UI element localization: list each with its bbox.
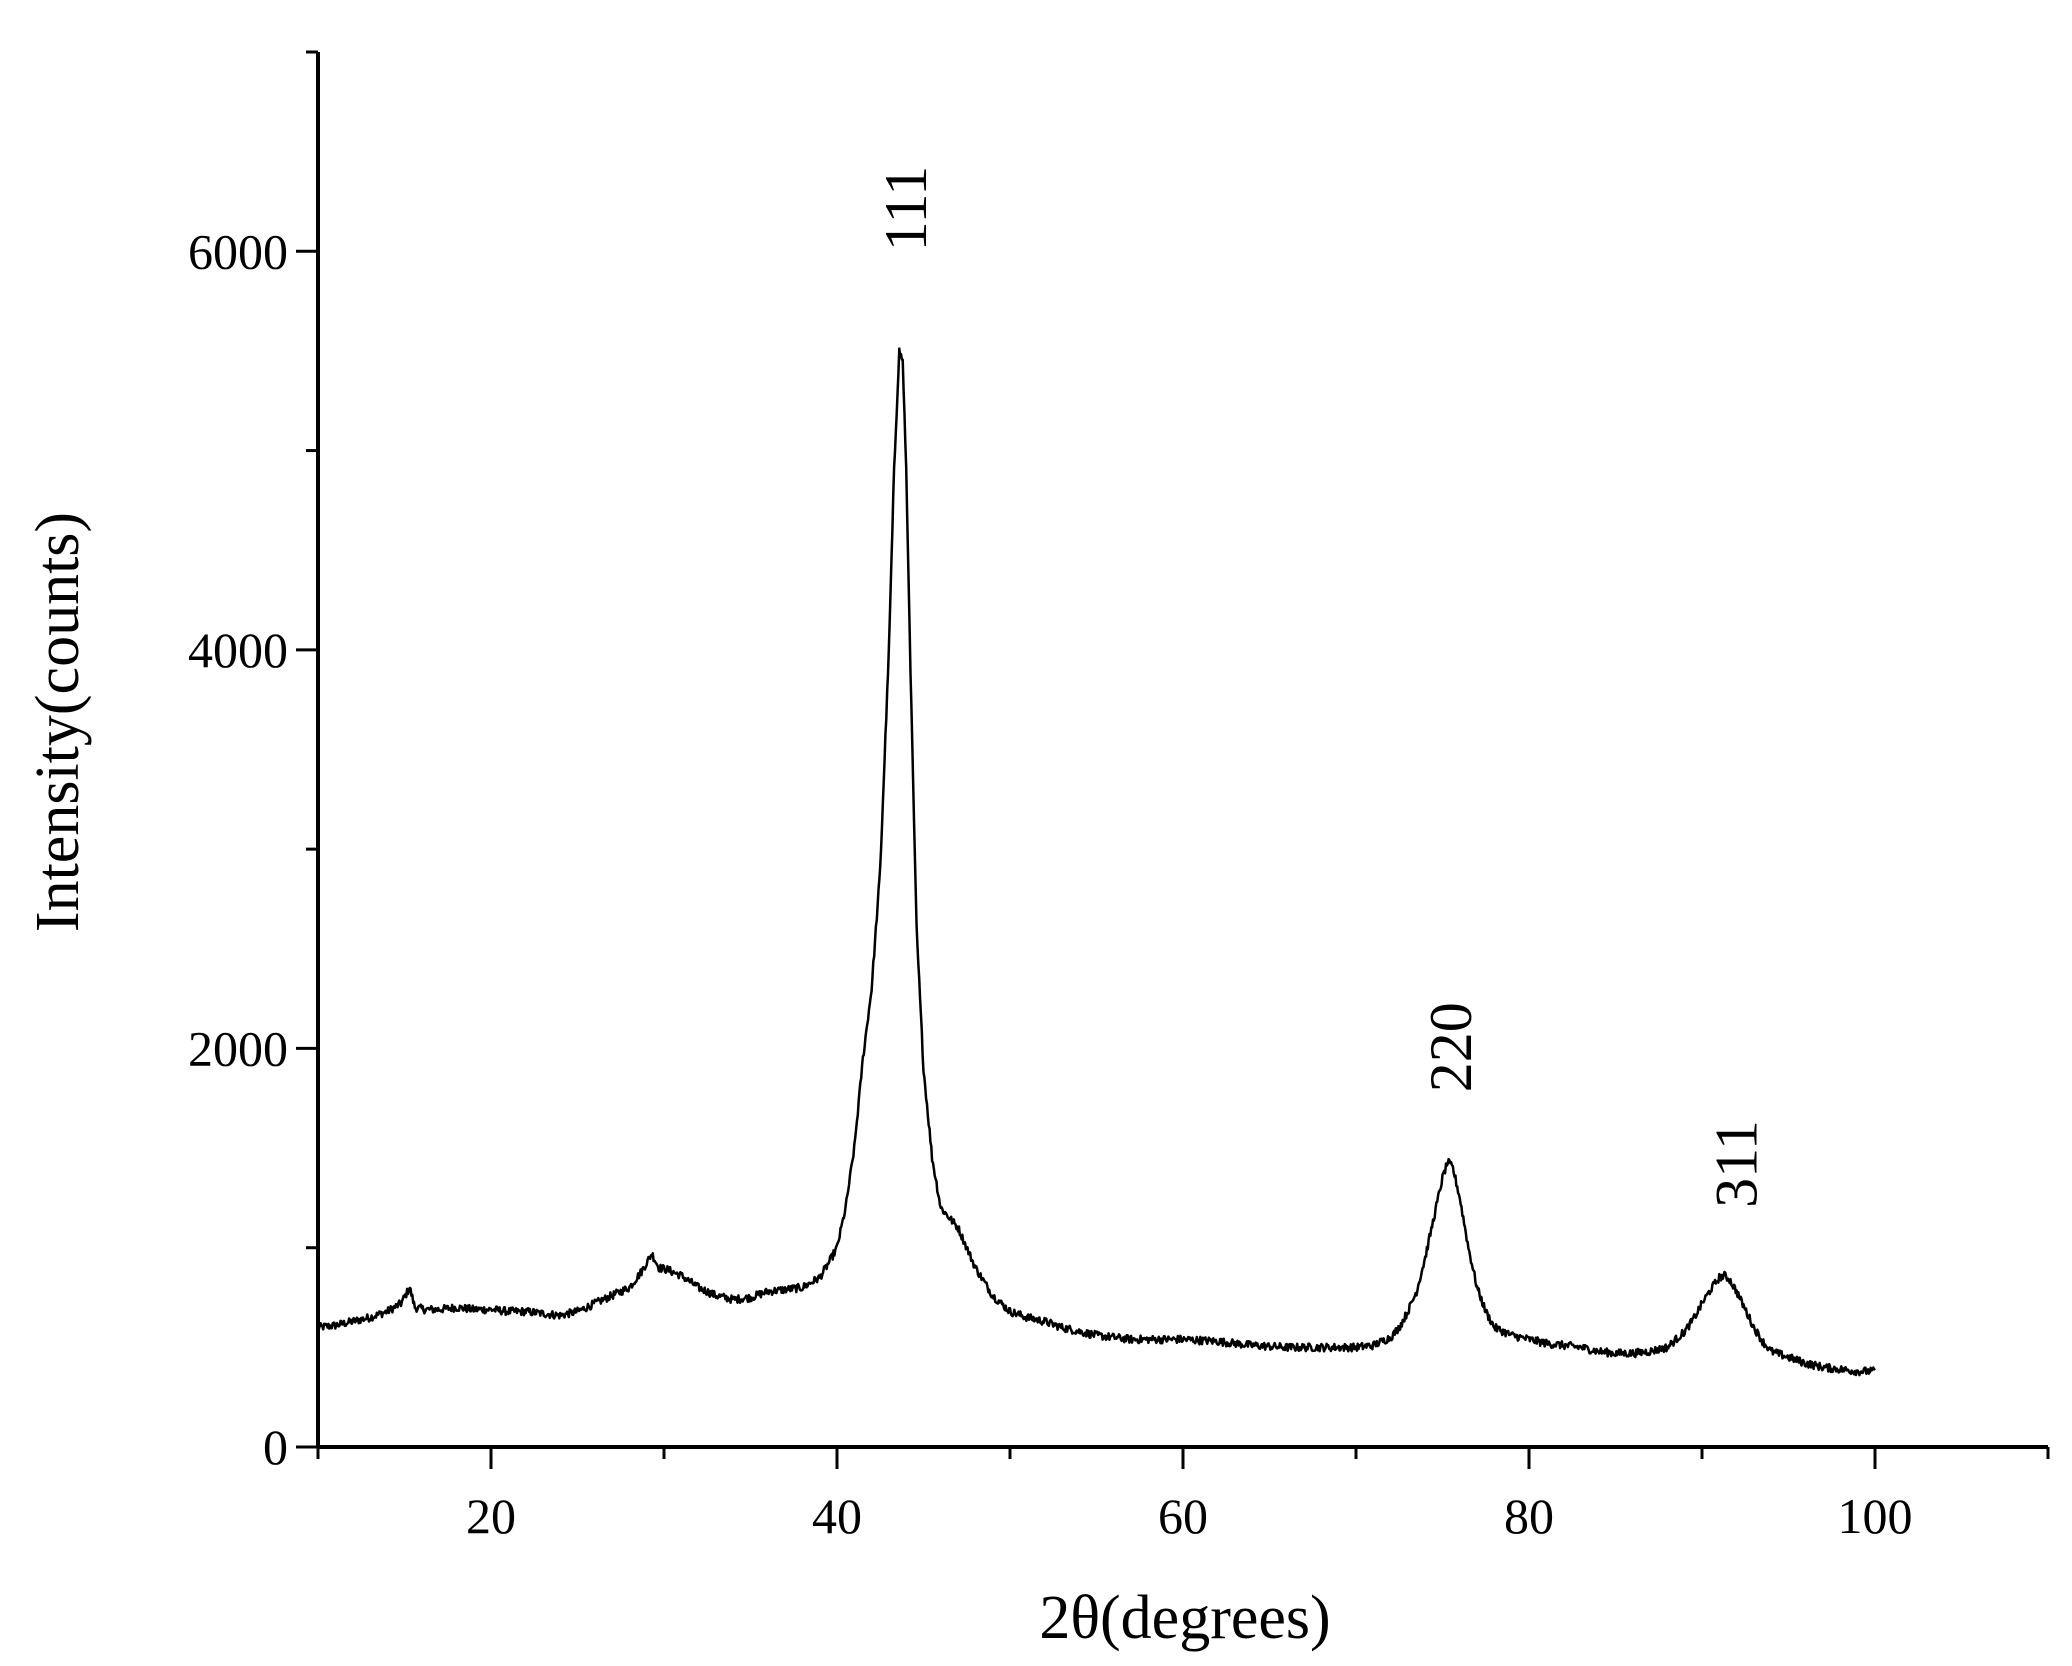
y-tick-label: 2000 (188, 1020, 288, 1076)
axes (316, 52, 2048, 1449)
x-tick-label: 100 (1838, 1488, 1913, 1544)
x-tick-label: 80 (1504, 1488, 1554, 1544)
x-ticks: 20 40 60 80 100 (316, 1447, 2050, 1544)
xrd-pattern-line (316, 347, 1876, 1377)
plot-area (316, 347, 1876, 1377)
x-axis-title: 2θ(degrees) (1039, 1584, 1330, 1652)
x-tick-label: 60 (1158, 1488, 1208, 1544)
y-tick-label: 6000 (188, 223, 288, 279)
x-tick-label: 40 (812, 1488, 862, 1544)
y-ticks: 0 2000 4000 6000 (188, 50, 318, 1475)
x-tick-label: 20 (466, 1488, 516, 1544)
peak-label: 111 (873, 166, 939, 252)
peak-label: 311 (1704, 1120, 1770, 1208)
peak-label: 220 (1418, 1002, 1484, 1092)
peak-annotations: 111 220 311 (873, 166, 1769, 1208)
y-tick-label: 4000 (188, 622, 288, 678)
y-tick-label: 0 (263, 1419, 288, 1475)
y-axis-title: Intensity(counts) (24, 512, 92, 932)
